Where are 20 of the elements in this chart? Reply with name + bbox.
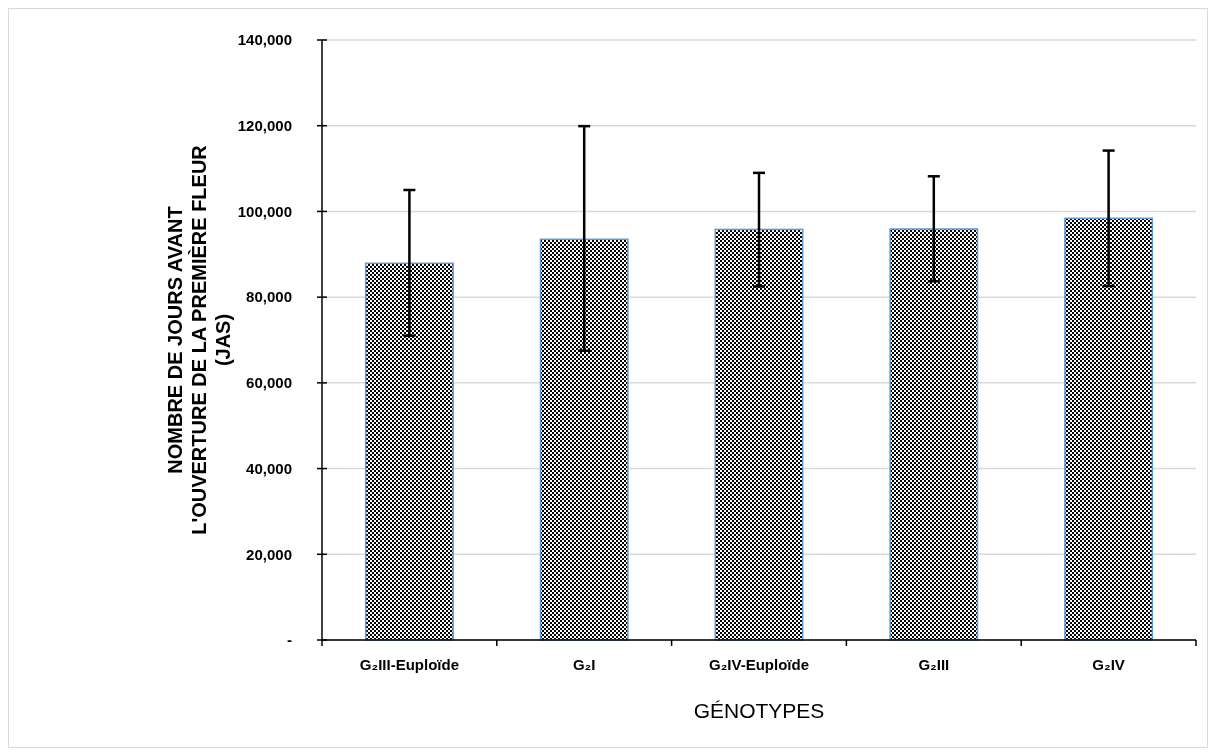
x-tick-label: G₂III: [918, 656, 950, 673]
x-tick-label: G₂IV: [1092, 656, 1125, 673]
y-tick-label: 100,000: [237, 202, 292, 220]
y-axis-title: NOMBRE DE JOURS AVANT L'OUVERTURE DE LA PREMIÈRE FLEUR (JAS): [164, 144, 234, 535]
bar: [714, 228, 804, 641]
y-tick-label: 140,000: [237, 31, 292, 49]
y-tick-label: -: [287, 631, 292, 649]
y-tick-label: 60,000: [246, 374, 292, 392]
bar: [889, 228, 979, 641]
bar: [1064, 217, 1154, 641]
x-tick-label: G₂I: [572, 656, 596, 673]
y-tick-label: 40,000: [246, 459, 292, 477]
x-tick-label: G₂III-Euploïde: [359, 656, 459, 673]
y-tick-label: 120,000: [237, 116, 292, 134]
x-tick-label: G₂IV-Euploïde: [708, 656, 810, 673]
bar: [539, 238, 629, 641]
bar: [364, 262, 454, 641]
y-tick-label: 80,000: [246, 288, 292, 306]
x-axis-title: GÉNOTYPES: [693, 699, 825, 722]
y-tick-label: 20,000: [246, 545, 292, 563]
